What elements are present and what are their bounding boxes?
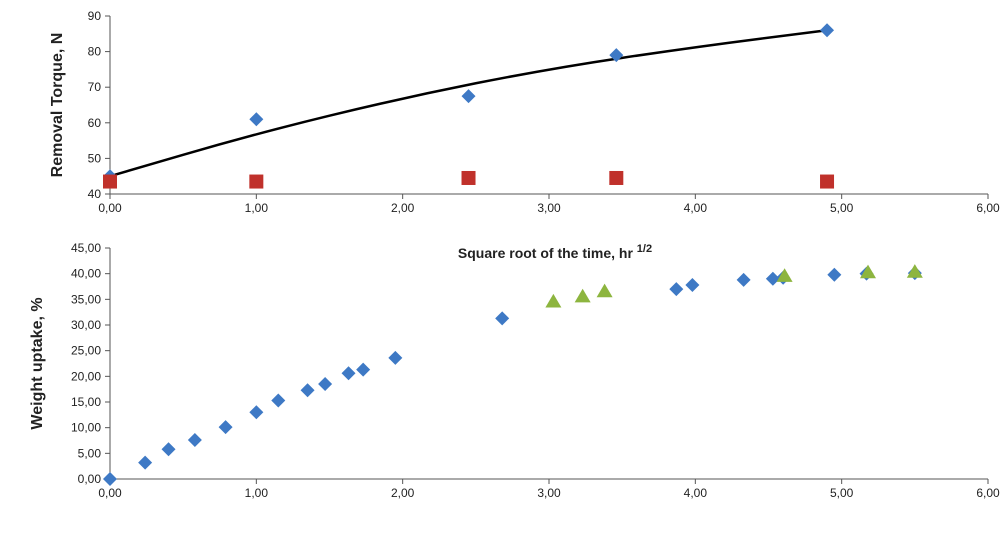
chart-panel-1: 0,00 1,00 2,00 3,00 4,00 5,00 6,00 40 50 60 70 80 90… — [49, 9, 1000, 215]
data-point-diamond — [249, 405, 264, 420]
y-tick-label: 35,00 — [71, 292, 101, 306]
data-point-diamond — [736, 272, 751, 287]
x-tick-label: 1,00 — [245, 201, 269, 215]
y-tick-label: 45,00 — [71, 241, 101, 255]
y-tick-label: 40,00 — [71, 267, 101, 281]
data-point-triangle — [545, 293, 562, 308]
data-point-square — [461, 170, 476, 185]
data-point-diamond — [669, 282, 684, 297]
chart-panel-2: 0,00 1,00 2,00 3,00 4,00 5,00 6,00 0,00 5,00 10,0… — [29, 241, 1000, 500]
data-point-diamond — [827, 267, 842, 282]
data-point-triangle — [596, 283, 613, 298]
data-point-diamond — [820, 23, 835, 38]
data-point-triangle — [776, 268, 793, 282]
data-point-diamond — [249, 112, 264, 127]
data-point-diamond — [103, 472, 117, 486]
y-axis-title: Weight uptake, % — [29, 297, 46, 429]
y-tick-label: 60 — [88, 116, 102, 130]
data-point-diamond — [341, 366, 356, 381]
data-point-square — [249, 174, 264, 189]
y-tick-label: 5,00 — [78, 446, 102, 460]
y-tick-label: 70 — [88, 80, 102, 94]
y-tick-label: 0,00 — [78, 472, 102, 486]
x-tick-label: 3,00 — [537, 201, 561, 215]
data-point-diamond — [187, 432, 202, 447]
data-point-diamond — [495, 311, 510, 326]
y-tick-label: 30,00 — [71, 318, 101, 332]
y-tick-label: 15,00 — [71, 395, 101, 409]
data-point-diamond — [218, 420, 233, 435]
data-point-triangle — [906, 264, 923, 278]
data-point-diamond — [161, 442, 176, 457]
data-point-diamond — [271, 393, 286, 408]
x-tick-label: 2,00 — [391, 486, 415, 500]
data-point-triangle — [860, 264, 877, 279]
data-point-triangle — [574, 288, 591, 303]
data-point-diamond — [138, 455, 153, 470]
x-tick-label: 2,00 — [391, 201, 415, 215]
x-tick-label: 5,00 — [830, 486, 854, 500]
y-tick-label: 40 — [88, 187, 102, 201]
data-point-diamond — [388, 350, 403, 365]
trendline — [109, 28, 828, 178]
data-point-square — [103, 174, 117, 189]
y-tick-label: 50 — [88, 151, 102, 165]
data-point-diamond — [318, 377, 333, 392]
x-tick-label: 1,00 — [245, 486, 269, 500]
y-tick-label: 25,00 — [71, 344, 101, 358]
data-point-diamond — [300, 383, 315, 398]
x-tick-label: 0,00 — [98, 201, 122, 215]
data-point-diamond — [765, 271, 780, 286]
data-point-square — [820, 174, 835, 189]
data-point-diamond — [356, 362, 371, 377]
y-tick-label: 90 — [88, 9, 102, 23]
x-tick-label: 0,00 — [98, 486, 122, 500]
y-tick-label: 20,00 — [71, 369, 101, 383]
x-tick-label: 6,00 — [976, 201, 1000, 215]
x-tick-label: 4,00 — [684, 486, 708, 500]
data-point-diamond — [609, 48, 624, 63]
x-axis-title: Square root of the time, hr 1/2 — [458, 243, 652, 261]
y-axis-title: Removal Torque, N — [49, 33, 66, 178]
y-tick-label: 10,00 — [71, 421, 101, 435]
x-tick-label: 5,00 — [830, 201, 854, 215]
data-point-square — [609, 170, 624, 185]
y-tick-label: 80 — [88, 45, 102, 59]
x-tick-label: 4,00 — [684, 201, 708, 215]
data-point-diamond — [461, 89, 476, 104]
x-tick-label: 6,00 — [976, 486, 1000, 500]
x-tick-label: 3,00 — [537, 486, 561, 500]
data-point-diamond — [685, 277, 700, 292]
